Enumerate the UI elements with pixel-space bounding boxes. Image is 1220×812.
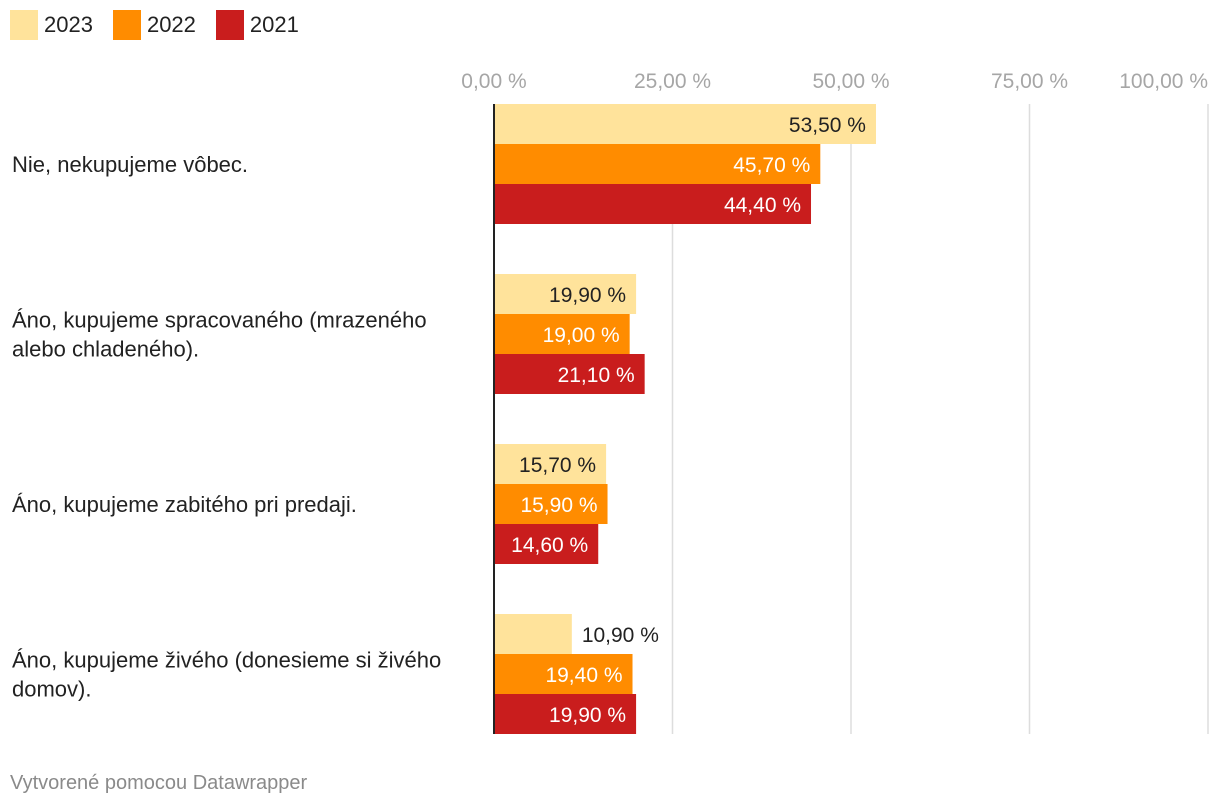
legend-item-2021: 2021 xyxy=(215,10,299,40)
bar-value-label: 53,50 % xyxy=(789,114,866,137)
category-label: Áno, kupujeme živého (donesieme si živéh… xyxy=(12,648,441,673)
legend-item-2023: 2023 xyxy=(10,10,93,40)
bar-value-label: 19,00 % xyxy=(543,324,620,347)
bar-value-label: 19,90 % xyxy=(549,284,626,307)
bar-value-label: 45,70 % xyxy=(733,154,810,177)
bar xyxy=(494,144,821,184)
category-label: Áno, kupujeme zabitého pri predaji. xyxy=(12,492,357,517)
x-tick-label: 75,00 % xyxy=(991,70,1068,93)
x-tick-label: 0,00 % xyxy=(461,70,526,93)
bar xyxy=(494,184,812,224)
x-tick-label: 50,00 % xyxy=(812,70,889,93)
legend-item-2022: 2022 xyxy=(112,10,196,40)
bar xyxy=(494,694,637,734)
legend-swatch-2021 xyxy=(215,10,244,40)
bar-value-label: 21,10 % xyxy=(558,364,635,387)
bar-value-label: 19,90 % xyxy=(549,704,626,727)
bar-chart: 0,00 % 25,00 % 50,00 % 75,00 % 100,00 % 53,50… xyxy=(12,70,1209,734)
bar xyxy=(494,654,633,694)
x-tick-label: 25,00 % xyxy=(634,70,711,93)
bar xyxy=(494,614,572,654)
bar xyxy=(494,104,876,144)
bar xyxy=(494,274,637,314)
bar xyxy=(494,444,607,484)
legend-swatch-2022 xyxy=(112,10,141,40)
bar-value-label: 10,90 % xyxy=(582,624,659,647)
bar-value-label: 15,90 % xyxy=(520,494,597,517)
bar xyxy=(494,354,645,394)
x-tick-label: 100,00 % xyxy=(1119,70,1208,93)
bar xyxy=(494,524,599,564)
footer-credit: Vytvorené pomocou Datawrapper xyxy=(10,772,308,794)
legend-label-2022: 2022 xyxy=(146,12,196,37)
bar-value-label: 15,70 % xyxy=(519,454,596,477)
bar-value-label: 44,40 % xyxy=(724,194,801,217)
legend-label-2023: 2023 xyxy=(44,12,93,37)
bar xyxy=(494,484,608,524)
category-label: Áno, kupujeme spracovaného (mrazeného xyxy=(12,308,427,333)
category-label: alebo chladeného). xyxy=(12,337,199,362)
bar xyxy=(494,314,630,354)
legend-label-2021: 2021 xyxy=(249,12,299,37)
category-label: domov). xyxy=(12,677,91,702)
bar-value-label: 14,60 % xyxy=(511,534,588,557)
legend-swatch-2023 xyxy=(10,10,38,40)
category-label: Nie, nekupujeme vôbec. xyxy=(12,152,248,177)
legend: 2023 2022 2021 xyxy=(10,10,319,40)
bar-value-label: 19,40 % xyxy=(545,664,622,687)
